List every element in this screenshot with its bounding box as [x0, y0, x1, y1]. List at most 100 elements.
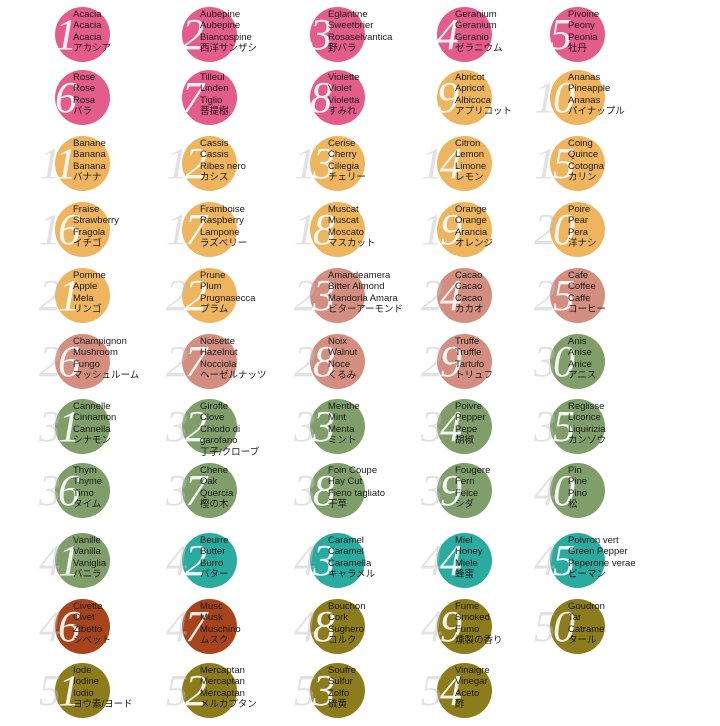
aroma-number: 24: [421, 271, 462, 320]
aroma-name-line: Tartufo: [455, 358, 485, 370]
aroma-card: 36 Thym Thyme Timo タイム: [39, 460, 183, 526]
aroma-names: Fume Smoked Fumo 燻製の香り: [455, 601, 503, 647]
aroma-number: 28: [294, 337, 335, 386]
aroma-name-line: シベット: [73, 635, 112, 647]
aroma-name-line: Arancia: [455, 226, 488, 238]
aroma-name-line: Framboise: [200, 204, 245, 215]
aroma-name-line: 干草: [328, 499, 348, 511]
aroma-name-line: Menta: [328, 423, 355, 435]
aroma-card: 26 Champignon Mushroom Fungo マッシュルーム: [39, 331, 183, 397]
aroma-number: 53: [294, 666, 335, 715]
color-dot: [182, 533, 237, 588]
color-dot: [55, 463, 110, 518]
aroma-name-line: Limone: [455, 160, 487, 172]
aroma-name-line: Caffe: [568, 292, 591, 304]
aroma-names: Prune Plum Prugnasecca プラム: [200, 270, 255, 316]
aroma-name-line: Caramel: [328, 546, 364, 558]
aroma-name-line: Zibetto: [73, 623, 103, 635]
aroma-names: Cafe Coffee Caffe コーヒー: [568, 270, 606, 316]
aroma-card: 14 Citron Lemon Limone レモン: [421, 133, 565, 199]
color-dot: [310, 663, 365, 718]
aroma-number: 14: [421, 139, 462, 188]
aroma-card: 6 Rose Rose Rosa バラ: [43, 67, 183, 133]
color-dot: [550, 7, 605, 62]
aroma-card: 46 Civette Civet Zibetto シベット: [39, 596, 183, 662]
color-dot: [55, 334, 110, 389]
aroma-name-line: Cotogna: [568, 160, 604, 172]
aroma-number: 6: [55, 73, 77, 122]
aroma-name-line: Caramel: [328, 535, 364, 546]
aroma-card: 28 Noix Walnut Noce くるみ: [294, 331, 438, 397]
aroma-name-line: ミント: [328, 435, 357, 447]
aroma-names: Poivre Pepper Pepe 胡椒: [455, 401, 486, 447]
aroma-names: Champignon Mushroom Fungo マッシュルーム: [73, 336, 139, 382]
aroma-names: Cerise Cherry Ciliegia チェリー: [328, 138, 366, 184]
aroma-name-line: カンゾウ: [568, 435, 607, 447]
aroma-name-line: アプリコット: [455, 106, 513, 118]
aroma-card: 20 Poire Pear Pera 洋ナシ: [534, 199, 678, 265]
aroma-name-line: Timo: [73, 487, 94, 499]
aroma-names: Orange Orange Arancia オレンジ: [455, 204, 493, 250]
aroma-name-line: メルカプタン: [200, 699, 257, 711]
aroma-name-line: Linden: [200, 83, 229, 95]
aroma-number: 46: [39, 602, 80, 651]
aroma-name-line: Catrame: [568, 623, 605, 635]
color-dot: [55, 663, 110, 718]
aroma-name-line: Prugnasecca: [200, 292, 256, 304]
aroma-name-line: パイナップル: [568, 106, 625, 118]
aroma-card: 37 Chene Oak Quercia 樫の木: [166, 460, 310, 526]
aroma-name-line: Burro: [200, 557, 224, 569]
aroma-name-line: Ananas: [568, 72, 601, 83]
aroma-name-line: 菩提樹: [200, 106, 229, 118]
color-dot: [182, 463, 237, 518]
aroma-name-line: Eglantine: [328, 9, 368, 20]
aroma-name-line: 松: [568, 499, 578, 511]
aroma-number: 49: [421, 602, 462, 651]
aroma-name-line: 酢: [455, 699, 465, 711]
aroma-name-line: コルク: [328, 635, 357, 647]
aroma-name-line: Cafe: [568, 270, 589, 281]
aroma-names: Musc Musk Muschino ムスク: [200, 601, 241, 647]
aroma-name-line: Vaniglia: [73, 557, 107, 569]
aroma-name-line: Geranium: [455, 9, 497, 20]
aroma-number: 45: [534, 536, 575, 585]
aroma-card: 17 Framboise Raspberry Lampone ラズベリー: [166, 199, 310, 265]
aroma-name-line: Vinaigre: [455, 665, 490, 676]
aroma-name-line: Champignon: [73, 336, 127, 347]
aroma-name-line: Hazelnut: [200, 347, 238, 359]
aroma-name-line: Banane: [73, 138, 106, 149]
aroma-card: 50 Goudron Tar Catrame タール: [534, 596, 678, 662]
aroma-name-line: Pomme: [73, 270, 106, 281]
aroma-name-line: マスカット: [328, 238, 376, 250]
aroma-name-line: コーヒー: [568, 304, 607, 316]
aroma-card: 43 Caramel Caramel Caramella キャラメル: [294, 530, 438, 596]
aroma-names: Noix Walnut Noce くるみ: [328, 336, 357, 382]
color-dot: [55, 7, 110, 62]
aroma-name-line: Noix: [328, 336, 348, 347]
aroma-name-line: Aubepine: [200, 9, 241, 20]
aroma-card: 10 Ananas Pineapple Ananas パイナップル: [534, 67, 678, 133]
aroma-number: 30: [534, 337, 575, 386]
color-dot: [182, 399, 237, 454]
aroma-name-line: 牡丹: [568, 43, 588, 55]
aroma-names: Goudron Tar Catrame タール: [568, 601, 605, 647]
aroma-name-line: チェリー: [328, 172, 367, 184]
aroma-name-line: Goudron: [568, 601, 605, 612]
aroma-name-line: Licorice: [568, 412, 601, 424]
aroma-name-line: Foin Coupe: [328, 465, 378, 476]
aroma-name-line: Fume: [455, 601, 480, 612]
aroma-name-line: Raspberry: [200, 215, 244, 227]
aroma-name-line: ゼラニウム: [455, 43, 503, 55]
aroma-name-line: Oak: [200, 476, 218, 488]
aroma-name-line: Orange: [455, 204, 487, 215]
aroma-name-line: Fumo: [455, 623, 480, 635]
aroma-number: 54: [421, 666, 462, 715]
aroma-name-line: 硫黄: [328, 699, 348, 711]
aroma-names: Poire Pear Pera 洋ナシ: [568, 204, 597, 250]
aroma-name-line: Pepper: [455, 412, 486, 424]
aroma-name-line: カシス: [200, 172, 229, 184]
aroma-number: 33: [294, 402, 335, 451]
aroma-name-line: Prune: [200, 270, 226, 281]
aroma-names: Aubepine Aubepine Biancospine 西洋サンザシ: [200, 9, 257, 55]
aroma-number: 7: [182, 73, 204, 122]
